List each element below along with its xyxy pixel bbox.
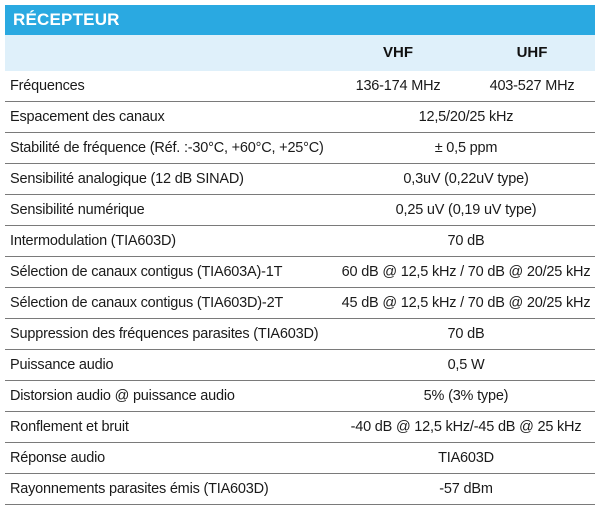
- table-row: Sélection de canaux contigus (TIA603D)-2…: [5, 288, 595, 319]
- row-label: Distorsion audio @ puissance audio: [10, 388, 235, 404]
- table-row: Espacement des canaux 12,5/20/25 kHz: [5, 102, 595, 133]
- row-label: Rayonnements parasites émis (TIA603D): [10, 481, 269, 497]
- row-label: Ronflement et bruit: [10, 419, 129, 435]
- table-row: Stabilité de fréquence (Réf. :-30°C, +60…: [5, 133, 595, 164]
- row-value-vhf: 136-174 MHz: [355, 78, 441, 94]
- table-row: Fréquences 136-174 MHz 403-527 MHz: [5, 71, 595, 102]
- row-value: -40 dB @ 12,5 kHz/-45 dB @ 25 kHz: [350, 419, 582, 435]
- row-value: 45 dB @ 12,5 kHz / 70 dB @ 20/25 kHz: [341, 295, 591, 311]
- table-row: Rayonnements parasites émis (TIA603D) -5…: [5, 474, 595, 505]
- row-value: 5% (3% type): [423, 388, 509, 404]
- table-row: Puissance audio 0,5 W: [5, 350, 595, 381]
- column-header-row: VHF UHF: [5, 35, 595, 71]
- row-label: Puissance audio: [10, 357, 114, 373]
- row-label: Espacement des canaux: [10, 109, 165, 125]
- row-value-uhf: 403-527 MHz: [489, 78, 575, 94]
- row-label: Réponse audio: [10, 450, 105, 466]
- row-value: 0,5 W: [447, 357, 485, 373]
- row-value: 0,25 uV (0,19 uV type): [395, 202, 537, 218]
- row-label: Stabilité de fréquence (Réf. :-30°C, +60…: [10, 140, 324, 156]
- table-row: Sensibilité analogique (12 dB SINAD) 0,3…: [5, 164, 595, 195]
- table-row: Réponse audio TIA603D: [5, 443, 595, 474]
- table-row: Sensibilité numérique 0,25 uV (0,19 uV t…: [5, 195, 595, 226]
- table-row: Suppression des fréquences parasites (TI…: [5, 319, 595, 350]
- row-label: Sensibilité analogique (12 dB SINAD): [10, 171, 244, 187]
- spec-table: Fréquences 136-174 MHz 403-527 MHz Espac…: [5, 71, 595, 505]
- row-label: Fréquences: [10, 78, 85, 94]
- table-row: Sélection de canaux contigus (TIA603A)-1…: [5, 257, 595, 288]
- column-header-vhf: VHF: [383, 44, 413, 61]
- row-value: 60 dB @ 12,5 kHz / 70 dB @ 20/25 kHz: [341, 264, 591, 280]
- column-header-uhf: UHF: [516, 44, 548, 61]
- row-value: 12,5/20/25 kHz: [418, 109, 514, 125]
- table-row: Intermodulation (TIA603D) 70 dB: [5, 226, 595, 257]
- row-value: 70 dB: [447, 233, 485, 249]
- row-value: TIA603D: [438, 450, 494, 466]
- row-label: Suppression des fréquences parasites (TI…: [10, 326, 319, 342]
- row-label: Sensibilité numérique: [10, 202, 145, 218]
- row-value: 70 dB: [447, 326, 485, 342]
- row-label: Sélection de canaux contigus (TIA603D)-2…: [10, 295, 284, 311]
- row-value: 0,3uV (0,22uV type): [403, 171, 529, 187]
- section-title: RÉCEPTEUR: [5, 5, 595, 35]
- row-label: Intermodulation (TIA603D): [10, 233, 176, 249]
- row-label: Sélection de canaux contigus (TIA603A)-1…: [10, 264, 283, 280]
- row-value: -57 dBm: [439, 481, 493, 497]
- table-row: Distorsion audio @ puissance audio 5% (3…: [5, 381, 595, 412]
- table-row: Ronflement et bruit -40 dB @ 12,5 kHz/-4…: [5, 412, 595, 443]
- row-value: ± 0,5 ppm: [434, 140, 498, 156]
